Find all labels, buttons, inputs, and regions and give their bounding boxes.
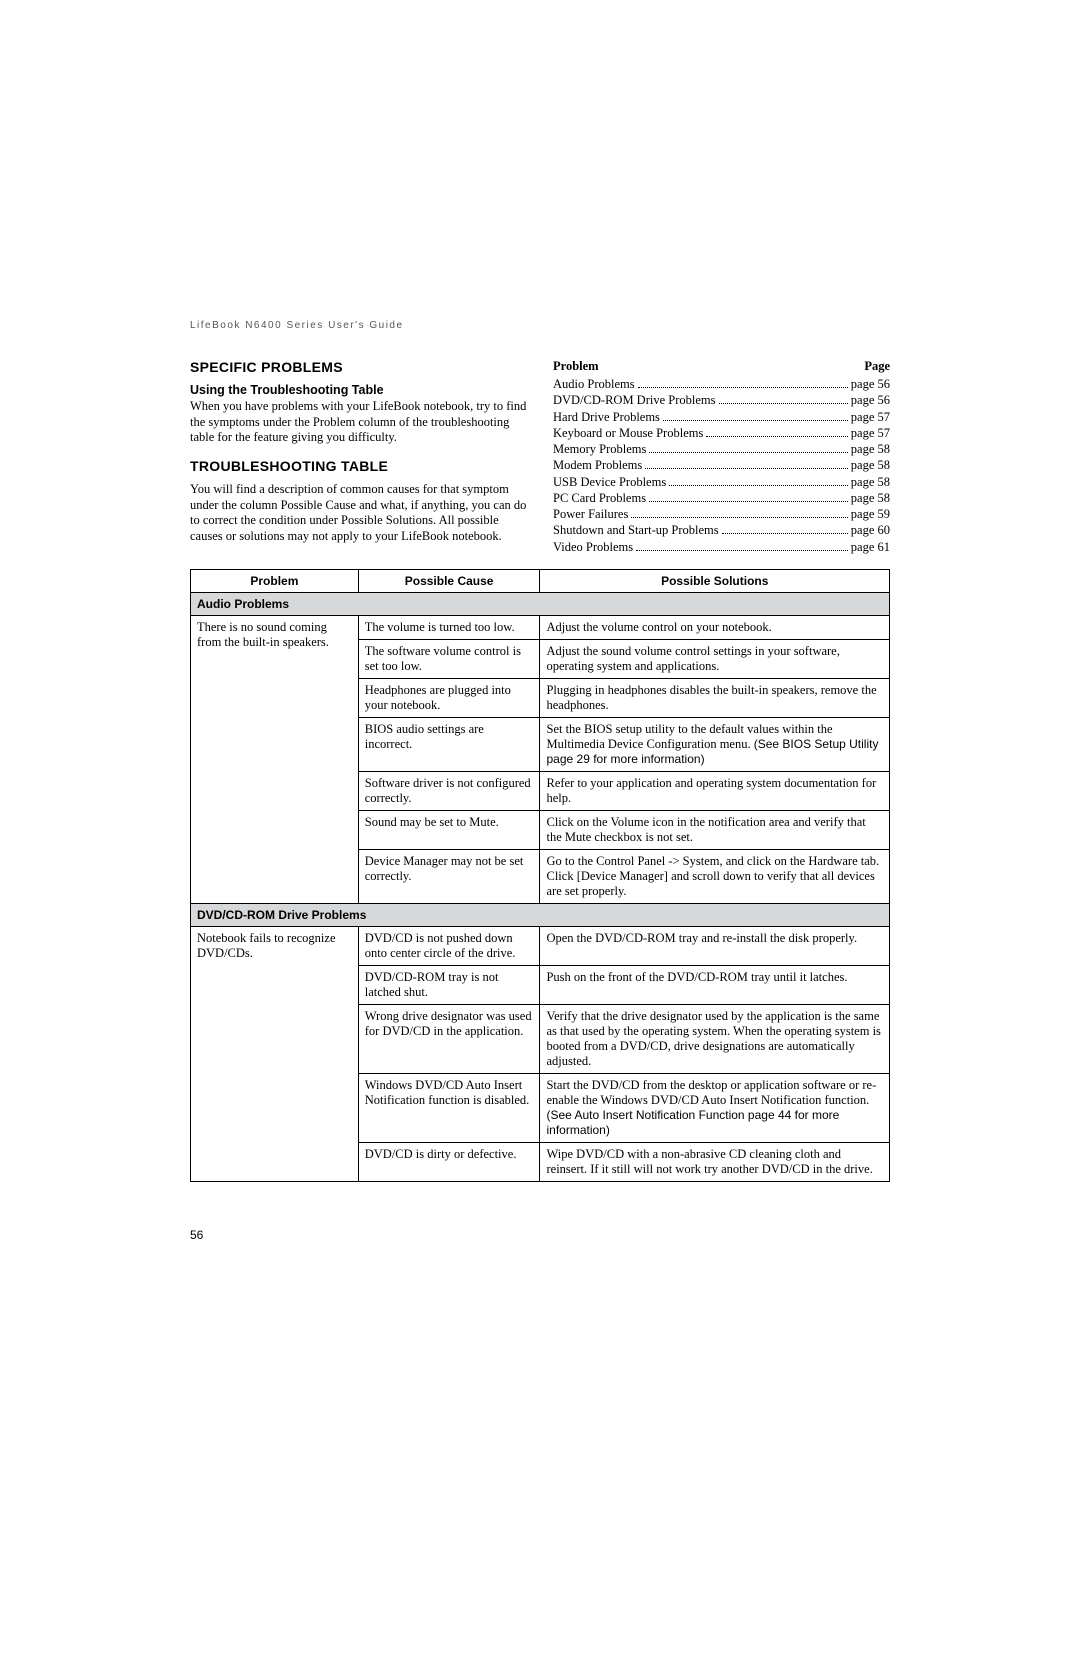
subhead-using-table: Using the Troubleshooting Table — [190, 383, 527, 397]
toc-label: Hard Drive Problems — [553, 409, 660, 425]
toc-line: Power Failures page 59 — [553, 506, 890, 522]
toc-col-problem: Problem — [553, 359, 599, 374]
cause-cell: Device Manager may not be set correctly. — [358, 849, 540, 903]
cross-reference: (See Auto Insert Notification Function p… — [546, 1108, 839, 1137]
solution-cell: Adjust the volume control on your notebo… — [540, 615, 890, 639]
th-problem: Problem — [191, 569, 359, 592]
toc-label: Power Failures — [553, 506, 628, 522]
th-solution: Possible Solutions — [540, 569, 890, 592]
toc-line: Memory Problems page 58 — [553, 441, 890, 457]
toc-line: Audio Problems page 56 — [553, 376, 890, 392]
toc-label: Keyboard or Mouse Problems — [553, 425, 703, 441]
left-column: SPECIFIC PROBLEMS Using the Troubleshoot… — [190, 359, 527, 555]
toc-page: page 58 — [851, 457, 890, 473]
right-column-toc: Problem Page Audio Problemspage 56DVD/CD… — [553, 359, 890, 555]
cause-cell: Sound may be set to Mute. — [358, 810, 540, 849]
solution-cell: Start the DVD/CD from the desktop or app… — [540, 1073, 890, 1142]
toc-page: page 58 — [851, 441, 890, 457]
two-column-intro: SPECIFIC PROBLEMS Using the Troubleshoot… — [190, 359, 890, 555]
page-content: LifeBook N6400 Series User's Guide SPECI… — [0, 0, 1080, 1242]
solution-cell: Set the BIOS setup utility to the defaul… — [540, 717, 890, 771]
solution-cell: Wipe DVD/CD with a non-abrasive CD clean… — [540, 1142, 890, 1181]
table-row: There is no sound coming from the built-… — [191, 615, 890, 639]
toc-dots — [706, 436, 847, 437]
solution-cell: Refer to your application and operating … — [540, 771, 890, 810]
cross-reference: (See BIOS Setup Utility page 29 for more… — [546, 737, 878, 766]
toc-page: page 57 — [851, 425, 890, 441]
toc-dots — [722, 533, 848, 534]
cause-cell: The volume is turned too low. — [358, 615, 540, 639]
toc-label: Memory Problems — [553, 441, 646, 457]
cause-cell: Software driver is not configured correc… — [358, 771, 540, 810]
problem-cell: There is no sound coming from the built-… — [191, 615, 359, 903]
solution-cell: Verify that the drive designator used by… — [540, 1004, 890, 1073]
toc-line: DVD/CD-ROM Drive Problems page 56 — [553, 392, 890, 408]
cause-cell: DVD/CD is not pushed down onto center ci… — [358, 926, 540, 965]
toc-label: Video Problems — [553, 539, 633, 555]
toc-label: Shutdown and Start-up Problems — [553, 522, 719, 538]
toc-page: page 56 — [851, 376, 890, 392]
solution-cell: Go to the Control Panel -> System, and c… — [540, 849, 890, 903]
cause-cell: Wrong drive designator was used for DVD/… — [358, 1004, 540, 1073]
category-cell: DVD/CD-ROM Drive Problems — [191, 903, 890, 926]
toc-page: page 58 — [851, 474, 890, 490]
toc-label: Modem Problems — [553, 457, 642, 473]
toc-dots — [669, 485, 848, 486]
para-troubleshooting-table: You will find a description of common ca… — [190, 482, 527, 545]
toc-dots — [663, 420, 848, 421]
toc-label: USB Device Problems — [553, 474, 666, 490]
table-header-row: Problem Possible Cause Possible Solution… — [191, 569, 890, 592]
cause-cell: Windows DVD/CD Auto Insert Notification … — [358, 1073, 540, 1142]
toc-dots — [636, 550, 848, 551]
toc-page: page 57 — [851, 409, 890, 425]
toc-dots — [631, 517, 847, 518]
th-cause: Possible Cause — [358, 569, 540, 592]
cause-cell: DVD/CD-ROM tray is not latched shut. — [358, 965, 540, 1004]
category-cell: Audio Problems — [191, 592, 890, 615]
toc-header: Problem Page — [553, 359, 890, 374]
toc-dots — [638, 387, 848, 388]
toc-page: page 56 — [851, 392, 890, 408]
table-row: Notebook fails to recognize DVD/CDs.DVD/… — [191, 926, 890, 965]
heading-troubleshooting-table: TROUBLESHOOTING TABLE — [190, 458, 527, 474]
toc-page: page 59 — [851, 506, 890, 522]
toc-page: page 60 — [851, 522, 890, 538]
solution-cell: Click on the Volume icon in the notifica… — [540, 810, 890, 849]
page-number: 56 — [190, 1228, 203, 1242]
toc-page: page 61 — [851, 539, 890, 555]
toc-page: page 58 — [851, 490, 890, 506]
cause-cell: Headphones are plugged into your noteboo… — [358, 678, 540, 717]
toc-line: Shutdown and Start-up Problems page 60 — [553, 522, 890, 538]
toc-line: PC Card Problems page 58 — [553, 490, 890, 506]
solution-cell: Push on the front of the DVD/CD-ROM tray… — [540, 965, 890, 1004]
toc-label: Audio Problems — [553, 376, 635, 392]
troubleshooting-table: Problem Possible Cause Possible Solution… — [190, 569, 890, 1182]
toc-dots — [649, 501, 848, 502]
toc-dots — [719, 403, 848, 404]
category-row: Audio Problems — [191, 592, 890, 615]
toc-col-page: Page — [864, 359, 890, 374]
toc-label: DVD/CD-ROM Drive Problems — [553, 392, 716, 408]
toc-line: Modem Problems page 58 — [553, 457, 890, 473]
category-row: DVD/CD-ROM Drive Problems — [191, 903, 890, 926]
toc-dots — [645, 468, 848, 469]
toc-dots — [649, 452, 847, 453]
toc-label: PC Card Problems — [553, 490, 646, 506]
toc-list: Audio Problemspage 56DVD/CD-ROM Drive Pr… — [553, 376, 890, 555]
problem-cell: Notebook fails to recognize DVD/CDs. — [191, 926, 359, 1181]
header-guide: LifeBook N6400 Series User's Guide — [190, 320, 890, 331]
toc-line: Video Problems page 61 — [553, 539, 890, 555]
heading-specific-problems: SPECIFIC PROBLEMS — [190, 359, 527, 375]
cause-cell: DVD/CD is dirty or defective. — [358, 1142, 540, 1181]
toc-line: Hard Drive Problems page 57 — [553, 409, 890, 425]
solution-cell: Plugging in headphones disables the buil… — [540, 678, 890, 717]
cause-cell: The software volume control is set too l… — [358, 639, 540, 678]
toc-line: Keyboard or Mouse Problems page 57 — [553, 425, 890, 441]
solution-cell: Open the DVD/CD-ROM tray and re-install … — [540, 926, 890, 965]
cause-cell: BIOS audio settings are incorrect. — [358, 717, 540, 771]
solution-cell: Adjust the sound volume control settings… — [540, 639, 890, 678]
para-using-table: When you have problems with your LifeBoo… — [190, 399, 527, 446]
toc-line: USB Device Problems page 58 — [553, 474, 890, 490]
